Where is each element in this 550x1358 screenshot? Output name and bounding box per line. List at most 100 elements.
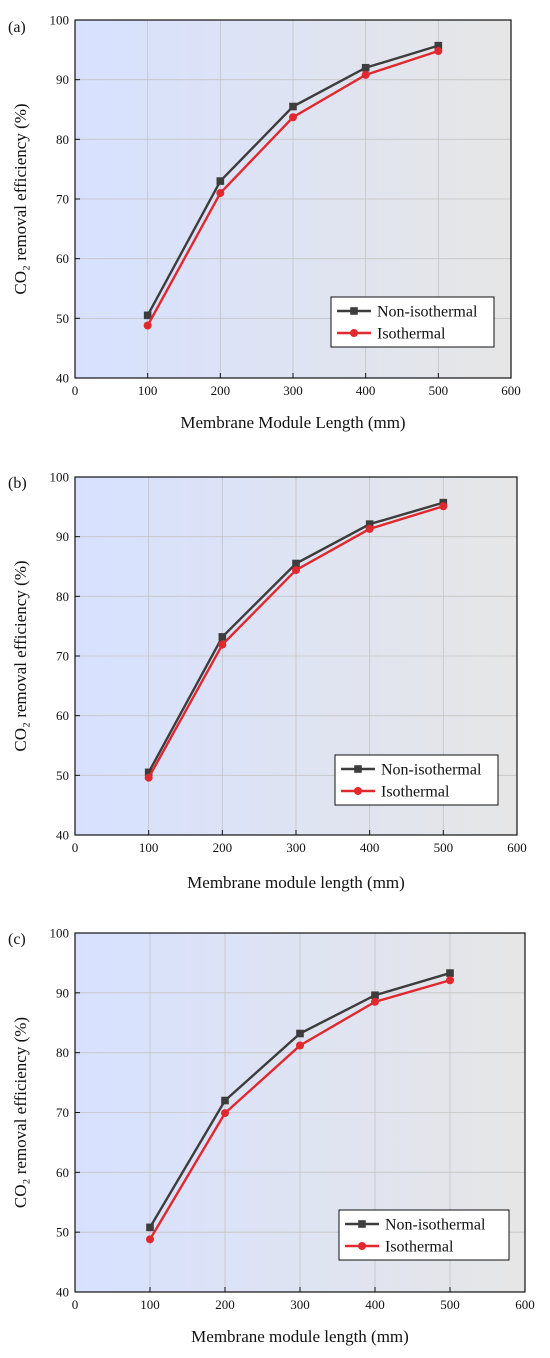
data-point [296, 1029, 304, 1038]
legend-label: Non-isothermal [381, 762, 482, 779]
data-point [216, 177, 225, 185]
y-tick-label: 90 [56, 985, 69, 1000]
y-tick-label: 80 [56, 1045, 69, 1060]
legend-swatch-marker [358, 1220, 366, 1228]
data-point [292, 559, 300, 568]
x-tick-label: 200 [211, 383, 231, 398]
data-point [371, 991, 379, 1000]
legend-box [334, 754, 499, 806]
y-tick-label: 60 [56, 708, 69, 723]
legend-label: Non-isothermal [377, 304, 478, 321]
data-point [144, 768, 153, 777]
legend-box [338, 1209, 510, 1261]
panel-label: (b) [8, 475, 27, 492]
x-tick-label: 200 [213, 840, 233, 855]
y-tick-label: 70 [56, 1105, 69, 1120]
x-tick-label: 0 [72, 383, 79, 398]
chart-panel-a: 0 100 200 300 400 500 600 40 50 60 70 80 90 100 Membra… [8, 13, 521, 433]
x-tick-label: 300 [286, 840, 306, 855]
y-tick-label: 100 [50, 470, 70, 485]
x-tick-label: 300 [290, 1297, 310, 1312]
x-tick-label: 500 [440, 1297, 460, 1312]
legend-swatch-marker [354, 787, 362, 795]
data-point [361, 70, 370, 79]
data-point [146, 1223, 154, 1232]
data-point [292, 566, 300, 575]
y-tick-label: 100 [50, 926, 70, 941]
legend-swatch-marker [350, 307, 358, 315]
legend-label: Isothermal [381, 784, 450, 801]
data-point [434, 47, 443, 56]
y-tick-label: 90 [56, 529, 69, 544]
data-point [446, 976, 454, 985]
y-tick-label: 50 [56, 1225, 69, 1240]
y-tick-label: 60 [56, 251, 69, 266]
data-point [296, 1041, 304, 1050]
legend-label: Isothermal [385, 1239, 454, 1256]
y-tick-label: 50 [56, 768, 69, 783]
legend-label: Isothermal [377, 326, 446, 343]
data-point [218, 640, 227, 649]
x-tick-label: 400 [360, 840, 380, 855]
x-tick-label: 600 [507, 840, 527, 855]
x-axis-title: Membrane module length (mm) [191, 1327, 409, 1346]
chart-panel-c: 0 100 200 300 400 500 600 40 50 60 70 80 90 100 Membra… [8, 926, 535, 1347]
panel-label: (c) [8, 931, 26, 948]
y-tick-label: 100 [50, 13, 70, 28]
x-axis-title: Membrane Module Length (mm) [180, 413, 405, 432]
data-point [365, 524, 374, 533]
y-tick-label: 80 [56, 132, 69, 147]
data-point [143, 311, 152, 320]
y-axis-title: CO₂ removal efficiency (%) [11, 560, 30, 751]
data-point [446, 969, 454, 977]
x-tick-label: 300 [283, 383, 303, 398]
data-point [216, 189, 225, 198]
data-point [289, 102, 297, 111]
chart-panel-b: 0 100 200 300 400 500 600 40 50 60 70 80 90 100 Membra… [8, 470, 527, 893]
legend-box [330, 296, 495, 348]
x-tick-label: 400 [356, 383, 376, 398]
legend: Non-isothermal Isothermal [334, 754, 499, 806]
y-tick-label: 40 [56, 828, 69, 843]
y-tick-label: 90 [56, 72, 69, 87]
panel-label: (a) [8, 19, 26, 36]
data-point [365, 520, 374, 528]
data-point [361, 63, 370, 72]
legend-label: Non-isothermal [385, 1217, 486, 1234]
y-tick-label: 80 [56, 589, 69, 604]
y-tick-label: 50 [56, 311, 69, 326]
x-tick-label: 0 [72, 840, 79, 855]
y-tick-label: 70 [56, 192, 69, 207]
legend-swatch-marker [358, 1242, 366, 1250]
y-axis-title: CO₂ removal efficiency (%) [11, 1017, 30, 1208]
y-axis-title: CO₂ removal efficiency (%) [11, 103, 30, 294]
y-tick-label: 40 [56, 371, 69, 386]
x-tick-label: 500 [429, 383, 449, 398]
data-point [371, 997, 379, 1006]
data-point [434, 41, 443, 50]
x-tick-label: 600 [501, 383, 521, 398]
x-tick-label: 100 [139, 840, 159, 855]
x-tick-label: 0 [72, 1297, 79, 1312]
data-point [221, 1096, 229, 1105]
legend-swatch-marker [354, 765, 362, 773]
y-tick-label: 60 [56, 1165, 69, 1180]
x-tick-label: 600 [515, 1297, 535, 1312]
legend: Non-isothermal Isothermal [330, 296, 495, 348]
x-tick-label: 100 [140, 1297, 160, 1312]
x-tick-label: 400 [365, 1297, 385, 1312]
x-axis-title: Membrane module length (mm) [187, 873, 405, 892]
y-tick-label: 40 [56, 1285, 69, 1300]
data-point [144, 773, 153, 782]
data-point [143, 321, 152, 330]
data-point [146, 1235, 154, 1244]
x-tick-label: 500 [434, 840, 454, 855]
y-tick-label: 70 [56, 649, 69, 664]
data-point [289, 113, 297, 122]
data-point [221, 1109, 229, 1118]
legend-swatch-marker [350, 329, 358, 337]
data-point [439, 502, 448, 511]
x-tick-label: 100 [138, 383, 158, 398]
x-tick-label: 200 [215, 1297, 235, 1312]
